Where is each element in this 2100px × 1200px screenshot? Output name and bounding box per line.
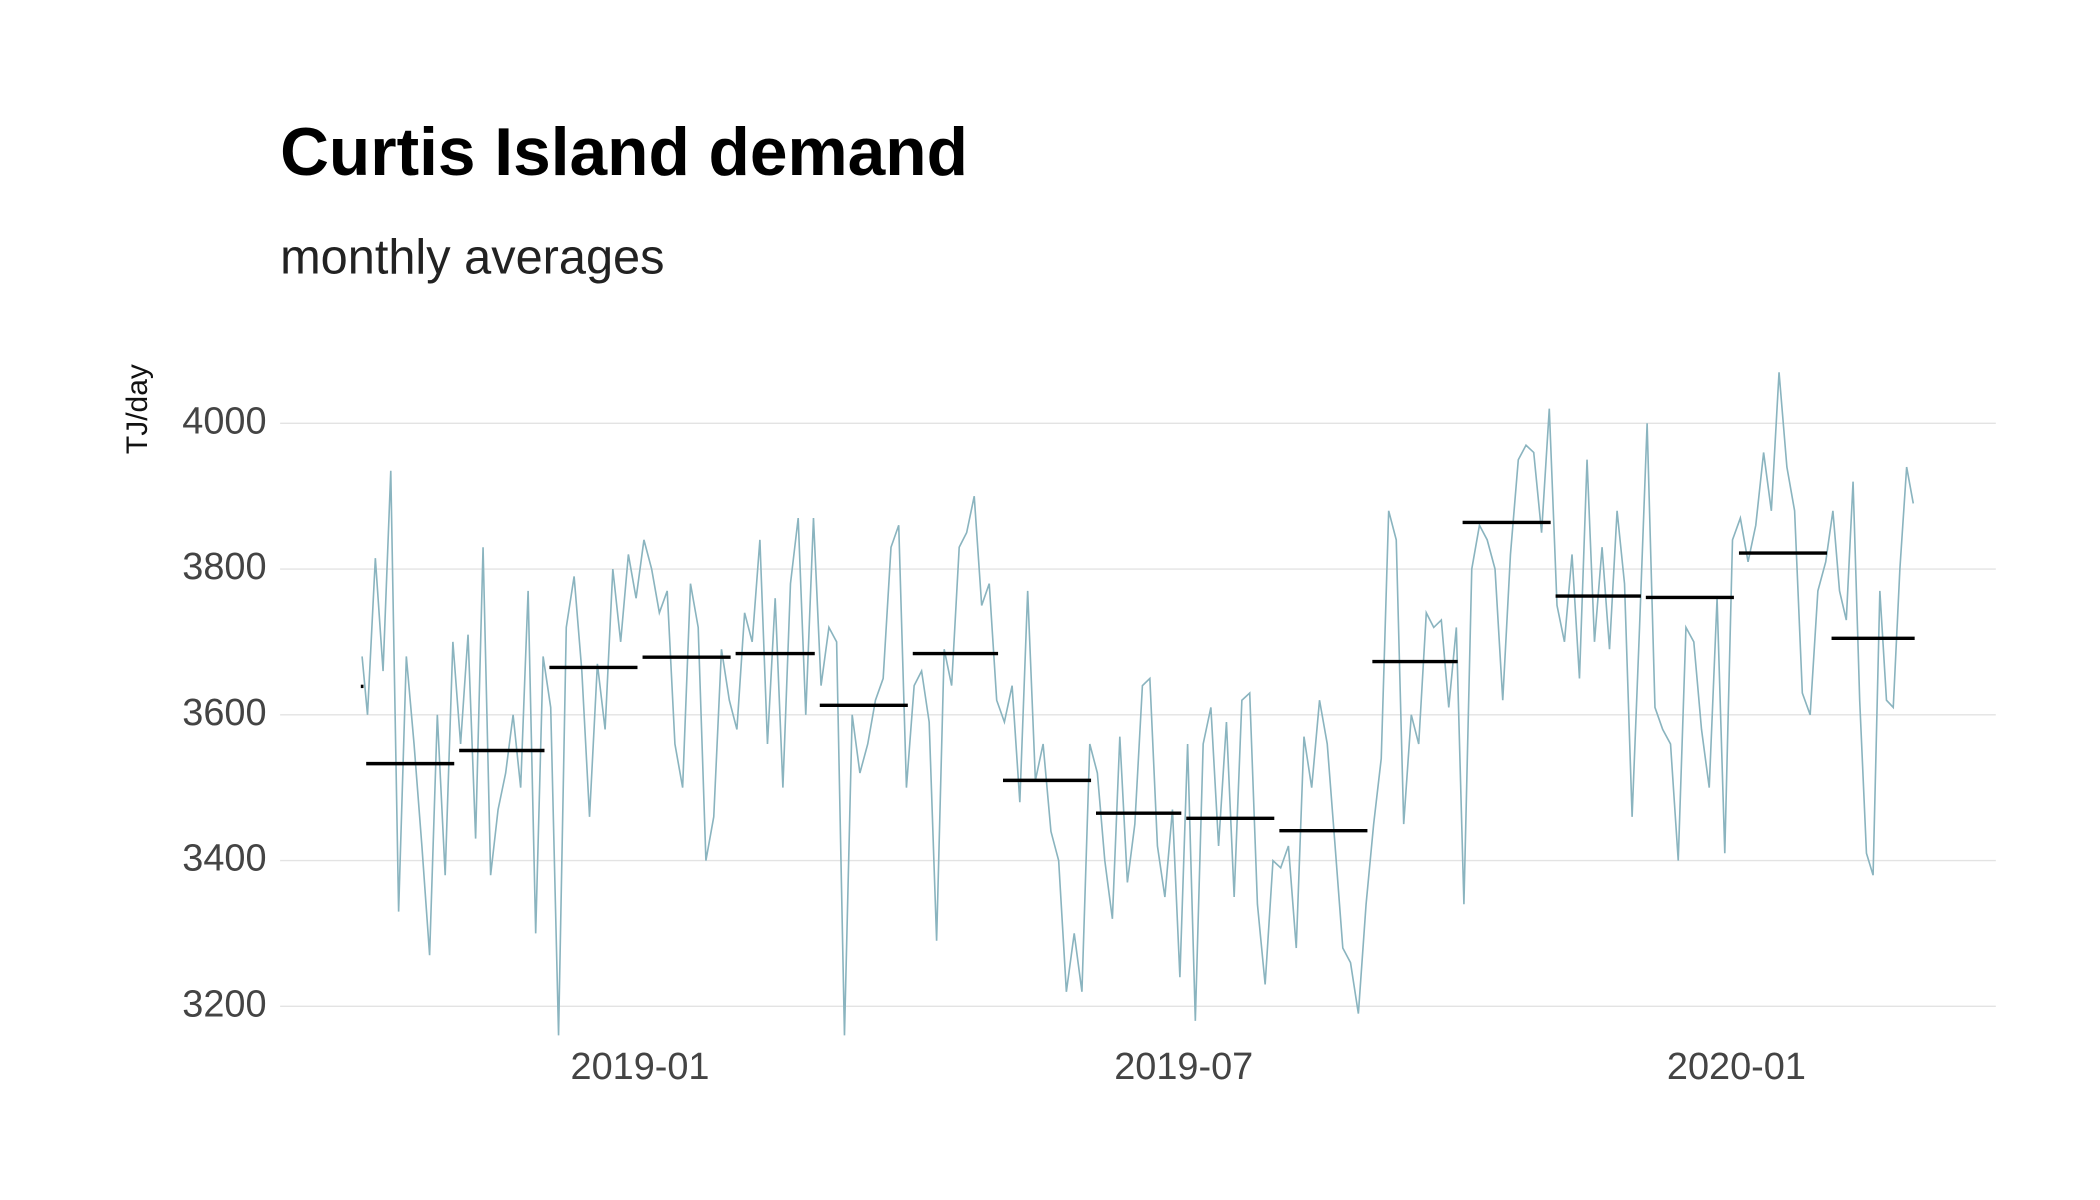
y-tick-label: 3600 xyxy=(182,692,266,734)
x-tick-label: 2020-01 xyxy=(1667,1046,1806,1088)
y-tick-label: 3200 xyxy=(182,983,266,1025)
x-tick-label: 2019-07 xyxy=(1114,1046,1253,1088)
y-tick-label: 3800 xyxy=(182,546,266,588)
y-tick-label: 4000 xyxy=(182,400,266,442)
chart-title: Curtis Island demand xyxy=(280,115,968,190)
y-axis-label: TJ/day xyxy=(121,364,154,454)
daily-line xyxy=(361,372,1915,1036)
y-tick-label: 3400 xyxy=(182,838,266,880)
chart-subtitle: monthly averages xyxy=(280,230,664,284)
x-tick-label: 2019-01 xyxy=(571,1046,710,1088)
